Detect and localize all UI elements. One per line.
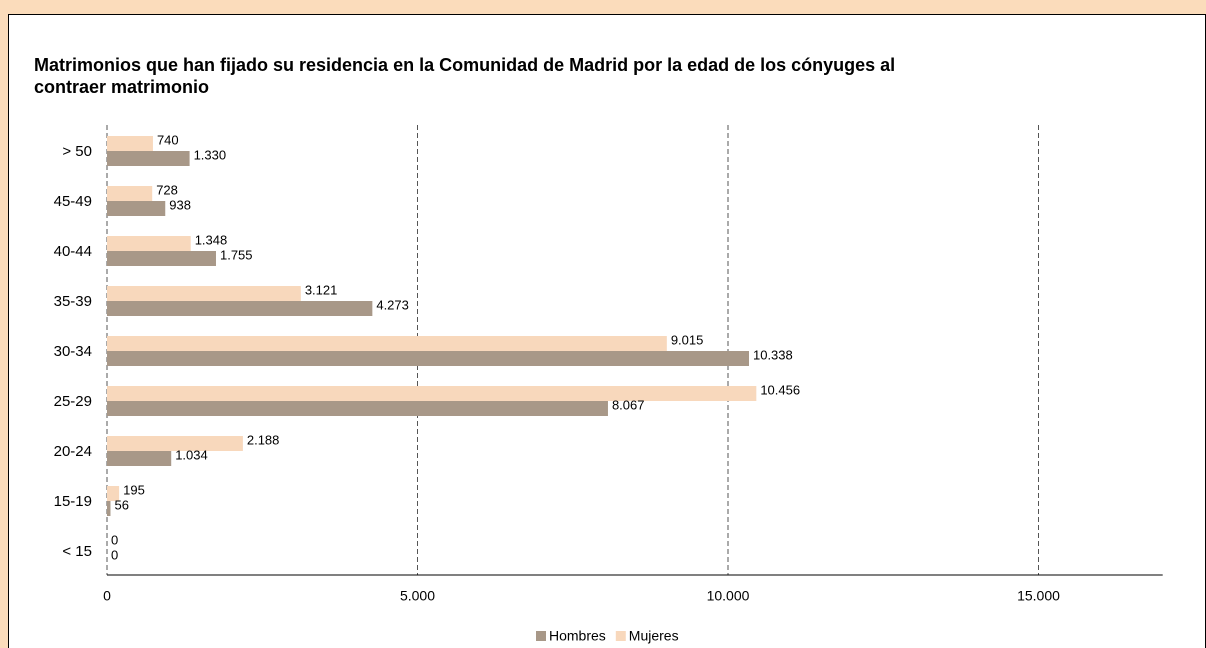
x-tick-label: 15.000 <box>1017 588 1060 604</box>
bar <box>107 336 667 351</box>
value-label: 195 <box>123 482 145 497</box>
y-tick-label: > 50 <box>62 143 92 160</box>
y-tick-label: 20-24 <box>54 443 92 460</box>
y-tick-label: 15-19 <box>54 493 92 510</box>
chart-panel <box>8 14 1206 648</box>
value-label: 740 <box>157 132 179 147</box>
legend-label: Mujeres <box>629 628 679 644</box>
value-label: 938 <box>169 197 191 212</box>
y-tick-label: 35-39 <box>54 293 92 310</box>
y-tick-label: 25-29 <box>54 393 92 410</box>
bar <box>107 201 166 216</box>
bar <box>107 386 757 401</box>
value-label: 8.067 <box>612 397 645 412</box>
value-label: 1.348 <box>195 232 228 247</box>
bar <box>107 436 243 451</box>
value-label: 1.330 <box>194 147 227 162</box>
value-label: 3.121 <box>305 282 338 297</box>
bar <box>107 451 172 466</box>
bar <box>107 186 153 201</box>
legend-label: Hombres <box>549 628 606 644</box>
x-tick-label: 0 <box>103 588 111 604</box>
legend-swatch <box>615 631 626 641</box>
y-tick-label: < 15 <box>62 543 92 560</box>
value-label: 10.338 <box>753 347 793 362</box>
value-label: 0 <box>111 532 118 547</box>
value-label: 4.273 <box>376 297 409 312</box>
value-label: 1.755 <box>220 247 253 262</box>
y-tick-label: 40-44 <box>54 243 92 260</box>
y-tick-label: 45-49 <box>54 193 92 210</box>
value-label: 1.034 <box>175 447 208 462</box>
value-label: 0 <box>111 547 118 562</box>
legend-swatch <box>536 631 546 641</box>
x-tick-label: 5.000 <box>400 588 435 604</box>
bar <box>107 236 191 251</box>
x-tick-label: 10.000 <box>707 588 750 604</box>
bar <box>107 136 153 151</box>
bar <box>107 401 608 416</box>
value-label: 9.015 <box>671 332 704 347</box>
bar <box>107 351 749 366</box>
bar <box>107 301 373 316</box>
bar <box>107 251 216 266</box>
bar <box>107 486 120 501</box>
bar <box>107 151 190 166</box>
value-label: 56 <box>114 497 128 512</box>
bar <box>107 286 301 301</box>
y-tick-label: 30-34 <box>54 343 92 360</box>
value-label: 2.188 <box>247 432 280 447</box>
value-label: 10.456 <box>760 382 800 397</box>
value-label: 728 <box>156 182 178 197</box>
bar <box>107 501 111 516</box>
chart-title: Matrimonios que han fijado su residencia… <box>34 55 896 97</box>
